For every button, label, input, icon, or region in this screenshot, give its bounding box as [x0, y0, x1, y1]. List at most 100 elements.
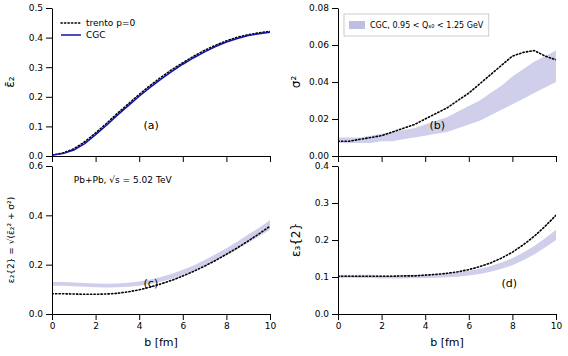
x-axis: 0 2 4 6 8 10: [50, 314, 277, 331]
legend-swatch: [61, 22, 81, 24]
tick: 8: [510, 314, 516, 331]
legend-label: trento p=0: [86, 18, 135, 28]
tick-mark: [46, 215, 52, 216]
tick-mark: [46, 156, 52, 157]
line: [52, 32, 270, 155]
axis-line: [52, 9, 53, 157]
tick-label: 0.4: [29, 211, 44, 221]
annotation: Pb+Pb, √s = 5.02 TeV: [74, 175, 173, 185]
tick: 0.06: [309, 40, 338, 50]
panel: 0.00.10.20.30.40.5ε̄₂(a)trento p=0CGC: [3, 3, 271, 162]
y-axis: 0.00.20.40.6: [29, 161, 53, 319]
tick-mark: [46, 67, 52, 68]
tick-mark: [332, 82, 338, 83]
tick: [338, 156, 339, 162]
tick-mark: [96, 156, 97, 162]
y-axis: 0.00.10.20.30.4: [315, 161, 339, 319]
tick: [96, 156, 97, 162]
tick: 6: [180, 314, 186, 331]
tick-mark: [332, 166, 338, 167]
legend: trento p=0CGC: [61, 18, 135, 40]
tick: 2: [379, 314, 385, 331]
band: [338, 230, 556, 279]
tick: 0.2: [29, 92, 52, 102]
tick: 0.02: [309, 114, 338, 124]
tick-label: 0.04: [309, 77, 329, 87]
tick: [183, 156, 184, 162]
tick-label: 2: [379, 321, 385, 331]
tick-mark: [332, 277, 338, 278]
tick-mark: [46, 314, 52, 315]
tick: 0: [50, 314, 56, 331]
axis-line: [339, 156, 557, 157]
tick-mark: [338, 314, 339, 320]
plot-area: [52, 31, 270, 155]
axis-line: [338, 167, 339, 315]
tick-mark: [270, 314, 271, 320]
tick: 4: [137, 314, 143, 331]
tick: 0.6: [29, 161, 52, 171]
tick: 0.2: [315, 235, 338, 245]
line: [52, 226, 270, 294]
tick-label: 4: [423, 321, 429, 331]
annotation: (d): [502, 277, 518, 290]
tick-label: 6: [180, 321, 186, 331]
tick: [382, 156, 383, 162]
tick-mark: [52, 314, 53, 320]
tick-mark: [332, 119, 338, 120]
tick-mark: [332, 8, 338, 9]
tick-label: 8: [510, 321, 516, 331]
legend-label: CGC, 0.95 < Qₛ₀ < 1.25 GeV: [370, 21, 484, 30]
tick-label: 0.2: [29, 92, 43, 102]
tick-label: 10: [265, 321, 277, 331]
tick-label: 0.02: [309, 114, 329, 124]
x-axis: [339, 156, 557, 162]
tick: 6: [466, 314, 472, 331]
y-axis-title: σ²: [289, 76, 303, 89]
tick-label: 0.6: [29, 161, 44, 171]
tick-mark: [338, 156, 339, 162]
plot-area: [338, 51, 556, 144]
y-axis-title: ε₂{2} = √(ε̄₂² + σ²): [6, 197, 16, 283]
tick: 10: [551, 314, 563, 331]
tick-mark: [46, 8, 52, 9]
tick-mark: [469, 156, 470, 162]
tick-mark: [226, 156, 227, 162]
tick: [270, 156, 271, 162]
tick: [425, 156, 426, 162]
panel: 0.00 0.02 0.04 0.06 0.08 σ² (b) CGC, 0.95 < Qₛ₀…: [289, 3, 557, 162]
tick: 0.5: [29, 3, 52, 13]
tick-mark: [183, 156, 184, 162]
axis-line: [53, 314, 271, 315]
tick: 0.4: [29, 33, 52, 43]
tick-mark: [46, 126, 52, 127]
tick-label: 0.08: [309, 3, 329, 13]
legend: CGC, 0.95 < Qₛ₀ < 1.25 GeV: [344, 14, 489, 36]
tick-label: 4: [137, 321, 143, 331]
tick: 0.04: [309, 77, 338, 87]
tick-label: 6: [466, 321, 472, 331]
tick-label: 0: [50, 321, 56, 331]
tick: 4: [423, 314, 429, 331]
y-axis-title: ε₃{2}: [289, 223, 303, 257]
y-axis: 0.00.10.20.30.40.5: [29, 3, 53, 161]
tick-label: 0.4: [315, 161, 330, 171]
tick: 0.00: [309, 151, 338, 161]
annotation: (b): [430, 119, 446, 132]
axis-line: [338, 9, 339, 157]
tick-mark: [332, 314, 338, 315]
tick-label: 0.3: [29, 63, 43, 73]
tick: 8: [224, 314, 230, 331]
tick-label: 2: [93, 321, 99, 331]
tick-mark: [226, 314, 227, 320]
axis-line: [339, 314, 557, 315]
axis-line: [53, 156, 271, 157]
tick-label: 0.4: [29, 33, 44, 43]
tick-mark: [46, 38, 52, 39]
tick-label: 0.5: [29, 3, 43, 13]
tick: 0.4: [29, 211, 52, 221]
tick-label: 0.00: [309, 151, 329, 161]
plot-area: [338, 215, 556, 278]
tick: [52, 156, 53, 162]
tick-mark: [556, 314, 557, 320]
